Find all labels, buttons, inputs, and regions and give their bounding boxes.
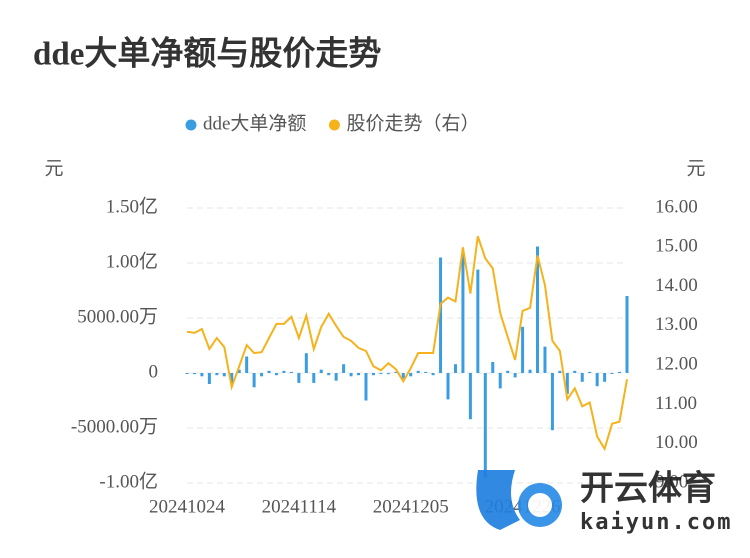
y2-tick-label: 13.00 [655,314,698,335]
bar [588,371,592,373]
bar [185,373,189,374]
x-tick-label: 20241024 [149,496,226,517]
bar [618,371,622,373]
bar [439,257,443,373]
bar [573,370,577,373]
bar [319,369,323,373]
y2-tick-label: 15.00 [655,236,698,257]
bar [245,356,249,373]
bar [252,373,256,388]
bar [565,373,569,394]
watermark-url: kaiyun.com [580,510,732,535]
y2-tick-label: 9.00 [655,471,688,492]
bar [349,373,353,377]
y-tick-label: 1.50亿 [106,195,158,217]
bar [536,246,540,373]
y2-axis-label: 元 [686,158,705,179]
bar [558,370,562,373]
bar [222,373,226,377]
bar [409,373,413,377]
bar [424,371,428,373]
x-tick-label: 20241114 [262,496,337,517]
bar [498,373,502,389]
bar [528,369,532,373]
bar [312,373,316,383]
legend-label: dde大单净额 [203,112,306,134]
bar [401,373,405,379]
y2-tick-label: 16.00 [655,196,698,217]
bar [342,364,346,373]
x-tick-label: 20241205 [373,496,449,517]
legend-marker [328,119,340,131]
y-tick-label: -1.00亿 [99,470,158,492]
bar [491,362,495,373]
bar [446,373,450,400]
bar [603,373,607,382]
bar [289,371,293,373]
y2-tick-label: 10.00 [655,432,698,453]
bar [416,370,420,373]
legend-marker [185,119,197,131]
bar [304,353,308,373]
watermark-logo [476,470,520,530]
bar [192,373,196,375]
y-tick-label: 1.00亿 [106,250,158,272]
bar [207,373,211,384]
chart-title: dde大单净额与股价走势 [33,36,381,73]
y2-tick-label: 14.00 [655,275,698,296]
bar [334,373,338,381]
bar [230,373,234,384]
bar [483,373,487,478]
bar [610,373,614,374]
plot-area: -1.00亿 -5000.00万 0 5000.00万 1.00亿 1.50亿 9.00 10… [71,195,698,517]
y2-tick-label: 11.00 [655,393,697,414]
bar [394,371,398,373]
bar [364,373,368,401]
legend-label: 股价走势（右） [346,112,479,134]
bar [274,373,278,376]
y-tick-label: 0 [149,361,159,382]
bar [386,373,390,375]
watermark-logo [528,493,552,517]
y-axis-label: 元 [44,158,63,179]
bar [260,373,264,377]
bar [215,373,219,376]
bar [357,373,361,376]
bar [461,254,465,373]
bar [506,370,510,373]
bar [476,269,480,373]
bar [200,373,204,377]
price-line [186,235,628,452]
watermark: 开云体育 kaiyun.com [476,469,732,535]
watermark-brand: 开云体育 [580,469,716,509]
y-tick-label: -5000.00万 [71,416,158,437]
bar [543,346,547,373]
bar [297,373,301,383]
bar [595,373,599,387]
bar [431,373,435,376]
bar [371,373,375,376]
bar [379,373,383,374]
bar [468,373,472,420]
legend: dde大单净额 股价走势（右） [185,112,479,134]
bar [282,370,286,373]
bar [580,373,584,382]
bar [625,296,629,373]
bar [550,373,554,431]
bar [237,369,241,373]
bar [521,326,525,373]
bar [453,364,457,373]
bar [513,373,517,378]
bar [327,373,331,376]
y-tick-label: 5000.00万 [77,306,158,327]
bar [267,370,271,373]
y2-tick-label: 12.00 [655,354,698,375]
